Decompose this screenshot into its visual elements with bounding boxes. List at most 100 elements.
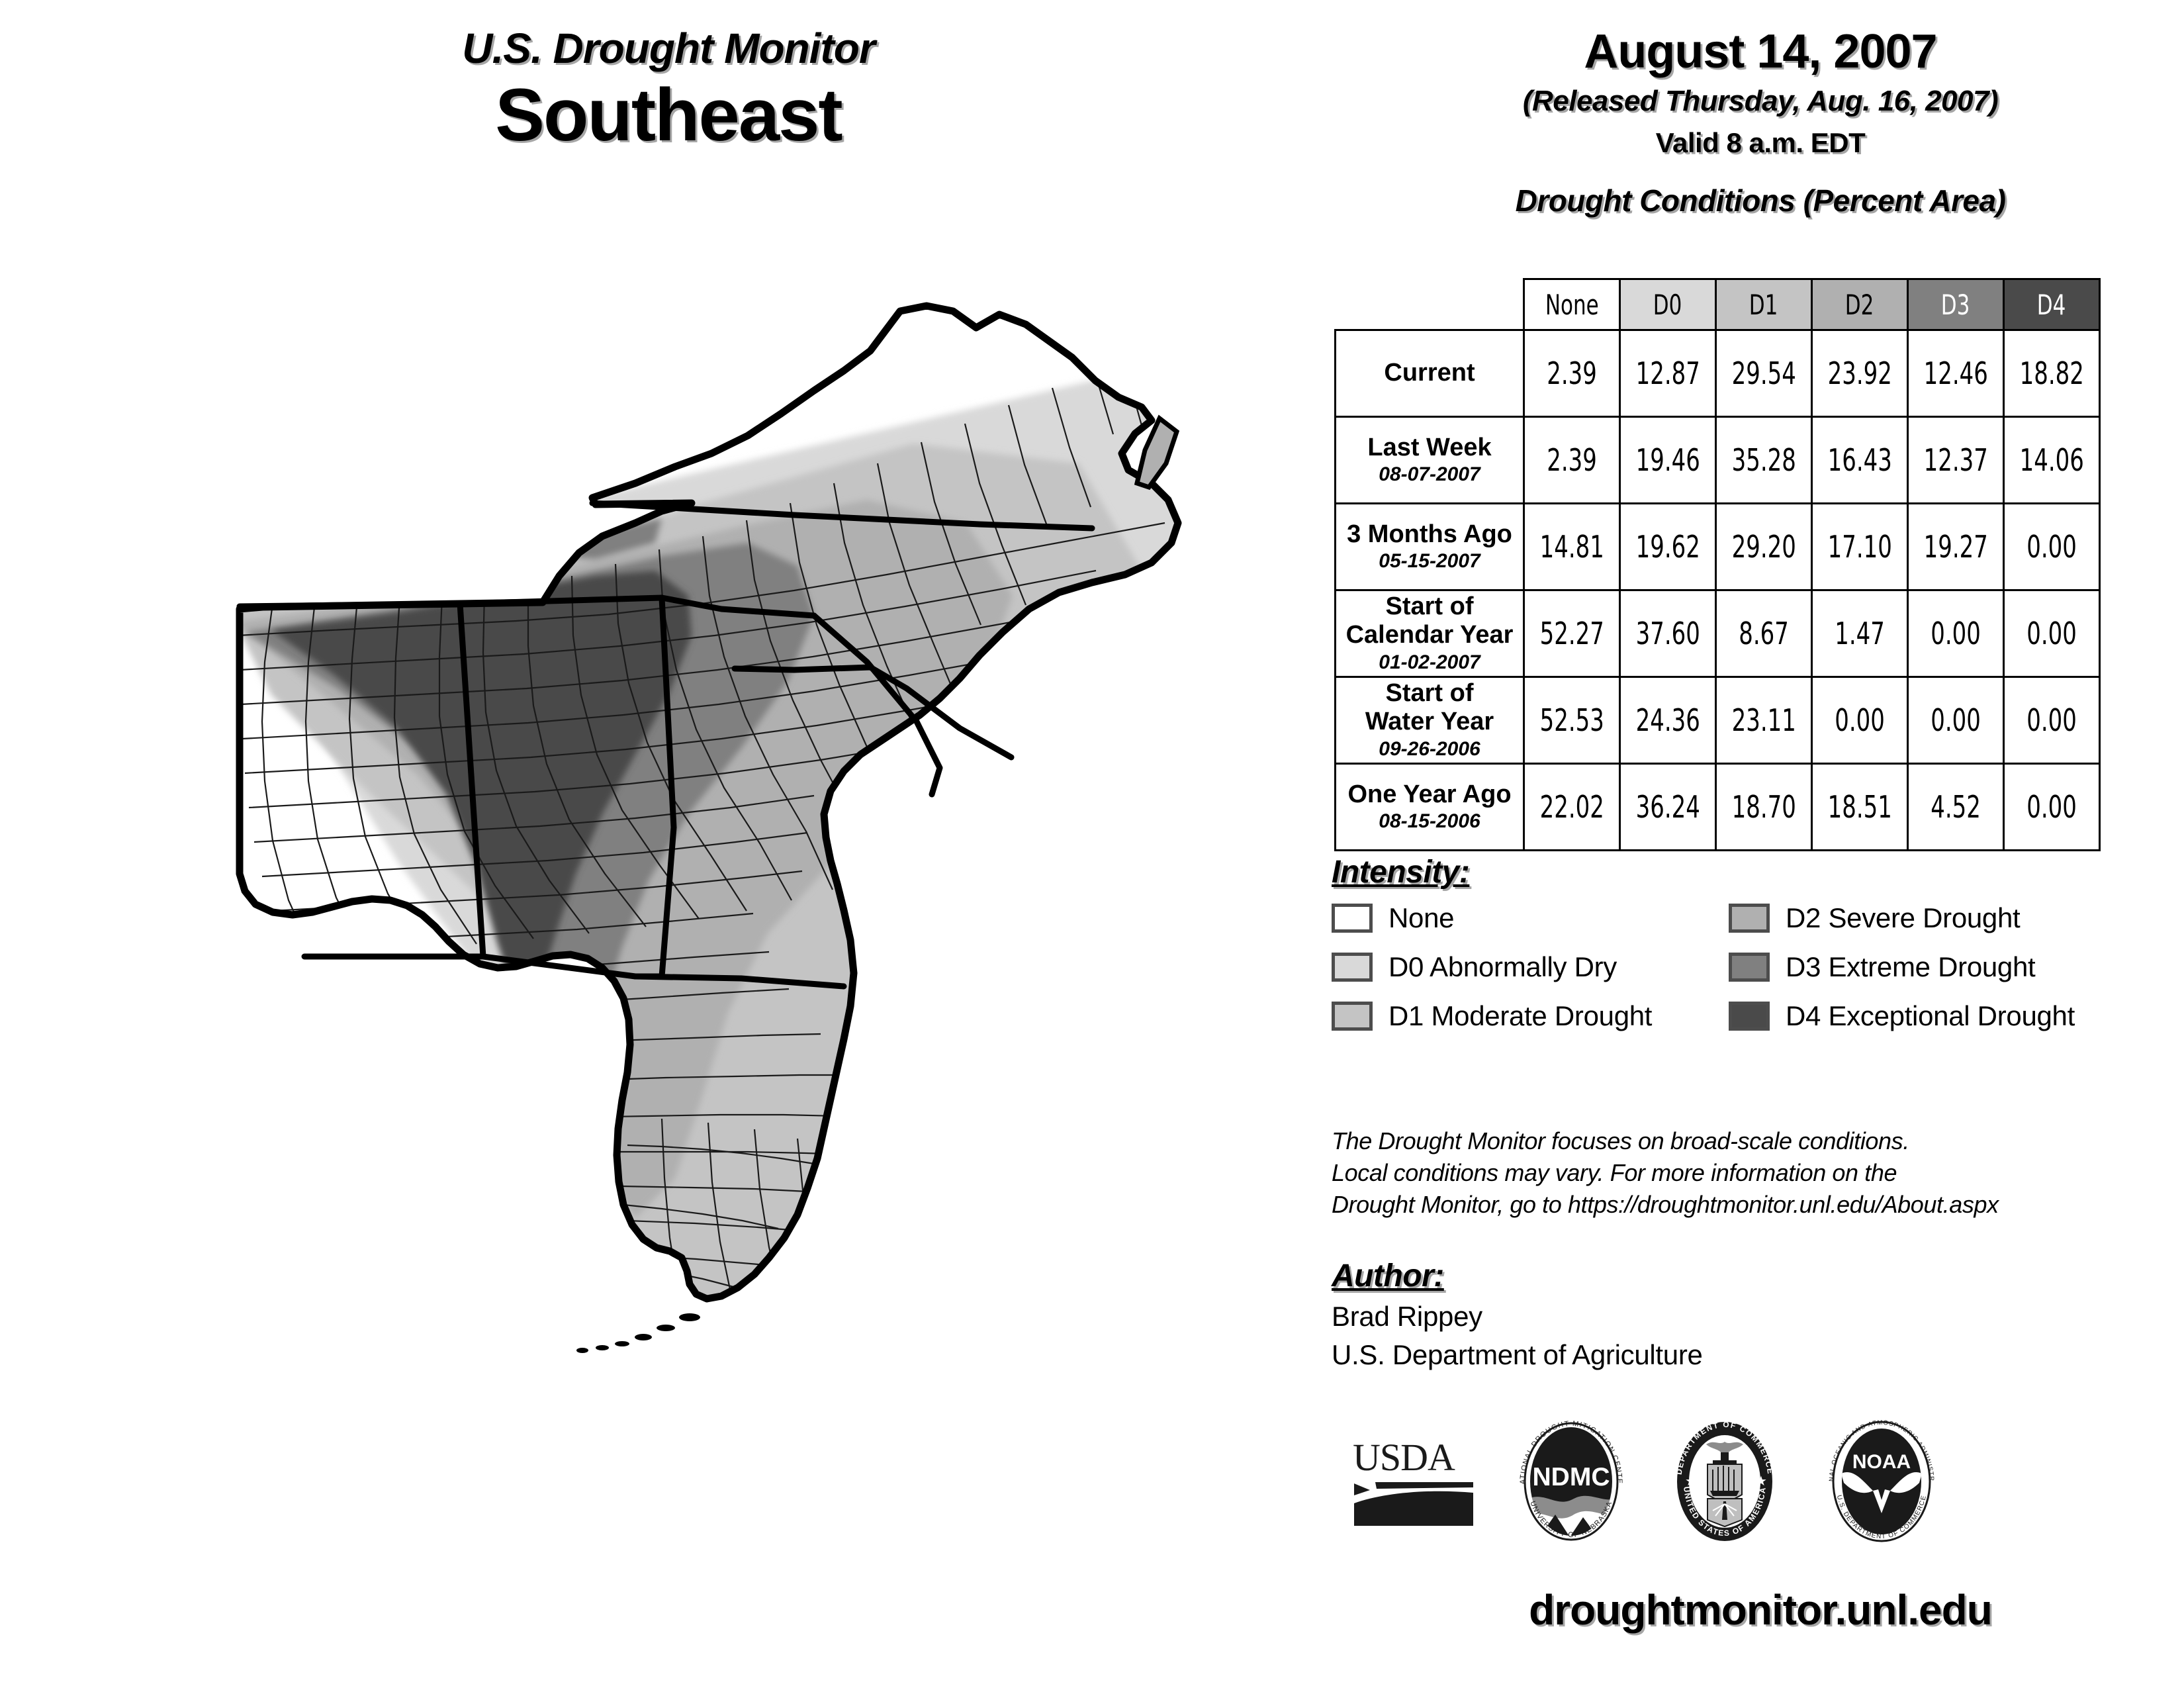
legend-swatch-d0 (1332, 953, 1373, 982)
cell-current-d0: 12.87 (1619, 329, 1717, 418)
column-header-d0: D0 (1619, 278, 1717, 331)
legend-swatch-d4 (1729, 1002, 1770, 1031)
cell-value: 19.62 (1635, 529, 1700, 565)
border-va-nc (589, 500, 1095, 532)
legend-label-d1: D1 Moderate Drought (1388, 1000, 1653, 1031)
row-label-text: One Year Ago (1347, 780, 1512, 808)
table-caption: Drought Conditions (Percent Area) (1515, 183, 2006, 218)
legend-swatch-d3 (1729, 953, 1770, 982)
header-corner-cell (1336, 279, 1524, 330)
ndmc-logo: NDMC NATIONAL DROUGHT MITIGATION CENTER … (1511, 1411, 1628, 1550)
cell-value: 29.54 (1731, 355, 1796, 391)
column-header-d2: D2 (1811, 278, 1909, 331)
legend-label-d3: D3 Extreme Drought (1786, 951, 2036, 982)
band-d4 (271, 571, 692, 1000)
cell-value: 0.00 (1835, 702, 1885, 738)
florida-keys (576, 1313, 700, 1353)
cell-3months-none: 14.81 (1523, 502, 1621, 591)
row-label-text: Start of Water Year (1365, 679, 1494, 735)
cell-value: 19.46 (1635, 442, 1700, 478)
svg-text:NOAA: NOAA (1852, 1451, 1911, 1473)
row-label-date: 08-07-2007 (1379, 463, 1480, 486)
cell-wateryear-d4: 0.00 (2003, 676, 2101, 765)
border-ga-sc (811, 612, 943, 798)
cell-current-none: 2.39 (1523, 329, 1621, 418)
cell-value: 2.39 (1547, 442, 1597, 478)
cell-3months-d0: 19.62 (1619, 502, 1717, 591)
cell-oneyear-none: 22.02 (1523, 763, 1621, 851)
svg-text:NDMC: NDMC (1533, 1463, 1610, 1491)
cell-lastweek-d2: 16.43 (1811, 416, 1909, 504)
cell-value: 23.92 (1827, 355, 1892, 391)
column-header-d1: D1 (1715, 278, 1813, 331)
row-label-date: 08-15-2006 (1379, 810, 1480, 833)
cell-wateryear-d0: 24.36 (1619, 676, 1717, 765)
border-nc-sc (731, 664, 1015, 761)
svg-text:★: ★ (1755, 1474, 1767, 1489)
column-header-d1-label: D1 (1749, 288, 1778, 321)
cell-value: 24.36 (1635, 702, 1700, 738)
valid-time: Valid 8 a.m. EDT (1655, 127, 1866, 158)
page-eyebrow-title: U.S. Drought Monitor (462, 24, 875, 72)
cell-oneyear-d4: 0.00 (2003, 763, 2101, 851)
disclaimer-text: The Drought Monitor focuses on broad-sca… (1332, 1125, 2184, 1221)
svg-text:★: ★ (1685, 1474, 1697, 1489)
intensity-legend-grid: None D2 Severe Drought D0 Abnormally Dry… (1332, 902, 2179, 1032)
cell-calyear-d2: 1.47 (1811, 589, 1909, 678)
legend-item-none: None (1332, 902, 1729, 934)
cell-calyear-d3: 0.00 (1907, 589, 2005, 678)
legend-item-d3: D3 Extreme Drought (1729, 951, 2126, 983)
cell-value: 18.70 (1731, 789, 1796, 825)
disclaimer-line-2: Local conditions may vary. For more info… (1332, 1158, 1897, 1186)
cell-value: 0.00 (2026, 789, 2077, 825)
cell-value: 29.20 (1731, 529, 1796, 565)
author-organization: U.S. Department of Agriculture (1332, 1339, 1703, 1370)
border-ga-fl (632, 973, 847, 990)
right-panel: August 14, 2007 (Released Thursday, Aug.… (1332, 0, 2184, 1688)
row-label-date: 01-02-2007 (1379, 651, 1480, 673)
cell-value: 8.67 (1739, 616, 1789, 651)
cell-value: 52.27 (1539, 616, 1604, 651)
table-row: Current 2.39 12.87 29.54 23.92 12.46 18.… (1334, 329, 2101, 418)
cell-value: 0.00 (2026, 616, 2077, 651)
cell-value: 14.81 (1539, 529, 1604, 565)
row-label-text: Start of Calendar Year (1345, 592, 1514, 649)
cell-lastweek-none: 2.39 (1523, 416, 1621, 504)
row-label-current: Current (1334, 329, 1525, 418)
svg-text:USDA: USDA (1353, 1436, 1455, 1479)
cell-value: 0.00 (2026, 529, 2077, 565)
cell-value: 12.87 (1635, 355, 1700, 391)
cell-oneyear-d2: 18.51 (1811, 763, 1909, 851)
cell-value: 1.47 (1835, 616, 1885, 651)
legend-item-d1: D1 Moderate Drought (1332, 1000, 1729, 1032)
cell-oneyear-d1: 18.70 (1715, 763, 1813, 851)
cell-value: 12.46 (1923, 355, 1988, 391)
cell-calyear-d1: 8.67 (1715, 589, 1813, 678)
border-al-fl (301, 953, 639, 980)
cell-value: 12.37 (1923, 442, 1988, 478)
cell-lastweek-d3: 12.37 (1907, 416, 2005, 504)
footer-url: droughtmonitor.unl.edu (1529, 1586, 1993, 1634)
date-block: August 14, 2007 (Released Thursday, Aug.… (1337, 0, 2184, 159)
legend-item-d0: D0 Abnormally Dry (1332, 951, 1729, 983)
cell-wateryear-d1: 23.11 (1715, 676, 1813, 765)
author-label: Author: (1332, 1258, 1444, 1293)
border-ms-al (457, 600, 486, 960)
cell-wateryear-d3: 0.00 (1907, 676, 2005, 765)
cell-value: 14.06 (2019, 442, 2084, 478)
legend-label-none: None (1388, 902, 1455, 933)
cell-value: 23.11 (1731, 702, 1796, 738)
cell-value: 0.00 (1931, 616, 1981, 651)
drought-map-svg (236, 302, 1182, 1353)
author-name: Brad Rippey (1332, 1301, 1482, 1332)
table-header-row: None D0 D1 D2 D3 D4 (1336, 278, 2101, 331)
cell-value: 18.82 (2019, 355, 2084, 391)
usda-logo: USDA (1350, 1432, 1476, 1534)
cell-value: 17.10 (1827, 529, 1892, 565)
column-header-d4: D4 (2003, 278, 2101, 331)
cell-wateryear-d2: 0.00 (1811, 676, 1909, 765)
disclaimer-line-3: Drought Monitor, go to https://droughtmo… (1332, 1190, 1999, 1218)
report-date: August 14, 2007 (1584, 25, 1937, 78)
county-boundaries (240, 375, 1165, 1299)
column-header-d3: D3 (1907, 278, 2005, 331)
